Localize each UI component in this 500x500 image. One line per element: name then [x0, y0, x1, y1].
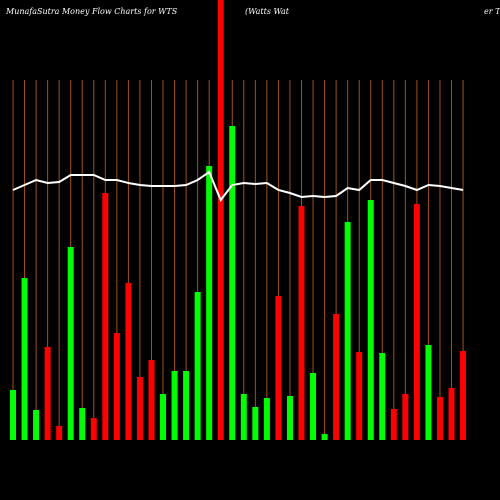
bar — [425, 345, 432, 440]
bar — [125, 283, 132, 440]
bar — [240, 394, 247, 440]
bar — [160, 394, 167, 440]
bar — [10, 390, 16, 440]
bar — [67, 247, 74, 440]
bar — [206, 166, 213, 440]
bar — [263, 398, 270, 440]
bar — [229, 126, 236, 440]
bar — [44, 347, 51, 440]
bar — [402, 394, 409, 440]
chart-title: MunafaSutra Money Flow Charts for WTS — [5, 7, 178, 16]
bar — [436, 397, 443, 440]
chart-subtitle: er T — [484, 7, 500, 16]
chart-subtitle: (Watts Wat — [245, 7, 290, 16]
bar — [33, 410, 40, 440]
bar — [275, 296, 282, 440]
bar — [356, 352, 363, 440]
bar — [148, 360, 155, 440]
bar — [183, 371, 190, 440]
bar — [367, 200, 374, 440]
bar — [286, 396, 293, 440]
bar — [413, 204, 420, 440]
bar — [171, 371, 178, 440]
bar — [113, 333, 120, 440]
bar — [448, 388, 455, 440]
bar — [333, 314, 340, 440]
bar — [390, 409, 397, 440]
bar — [379, 353, 386, 440]
bar — [21, 278, 28, 440]
bar — [252, 407, 259, 440]
bar — [136, 377, 143, 440]
bar — [321, 434, 328, 440]
bar — [56, 426, 63, 440]
bar — [460, 351, 467, 440]
bar — [344, 222, 351, 440]
bar — [79, 408, 86, 440]
bar — [194, 292, 201, 440]
money-flow-line — [12, 170, 464, 202]
bar — [102, 193, 109, 440]
bar — [90, 418, 97, 440]
bar — [298, 206, 305, 440]
bar — [310, 373, 317, 440]
bar — [217, 0, 224, 440]
